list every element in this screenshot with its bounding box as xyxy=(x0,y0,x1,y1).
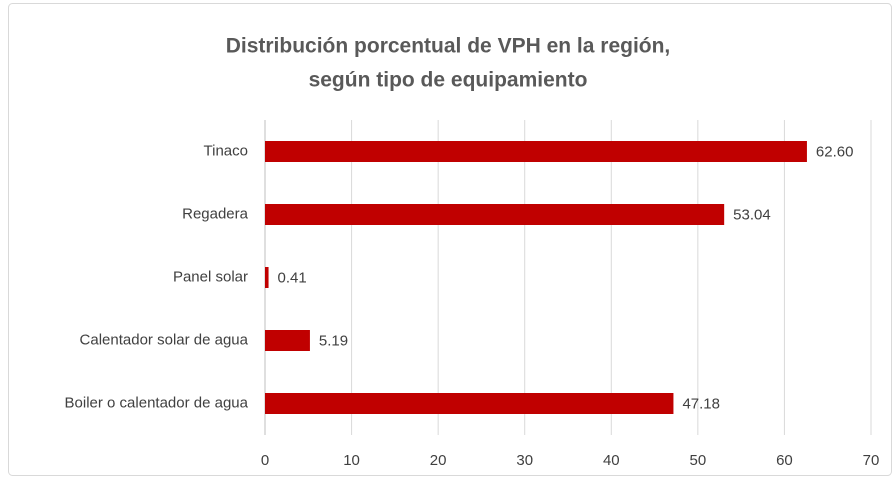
chart-title: según tipo de equipamiento xyxy=(309,69,588,92)
x-tick-label: 30 xyxy=(516,452,533,469)
y-tick-label: Panel solar xyxy=(173,268,248,285)
value-label: 47.18 xyxy=(682,395,720,412)
value-label: 53.04 xyxy=(733,206,771,223)
y-tick-label: Regadera xyxy=(182,205,249,222)
x-tick-label: 40 xyxy=(603,452,620,469)
y-tick-label: Calentador solar de agua xyxy=(80,331,249,348)
x-tick-label: 10 xyxy=(343,452,360,469)
x-tick-label: 0 xyxy=(261,452,269,469)
x-tick-label: 20 xyxy=(430,452,447,469)
bar xyxy=(265,393,674,414)
bar xyxy=(265,204,725,225)
bar xyxy=(265,141,807,162)
x-tick-label: 70 xyxy=(863,452,880,469)
value-label: 62.60 xyxy=(816,143,854,160)
bar xyxy=(265,267,269,288)
x-tick-label: 50 xyxy=(690,452,707,469)
bar xyxy=(265,330,310,351)
x-tick-label: 60 xyxy=(776,452,793,469)
y-tick-label: Tinaco xyxy=(204,142,248,159)
value-label: 5.19 xyxy=(319,332,348,349)
chart-title: Distribución porcentual de VPH en la reg… xyxy=(226,35,671,58)
value-label: 0.41 xyxy=(278,269,307,286)
chart-border xyxy=(8,3,892,476)
y-tick-label: Boiler o calentador de agua xyxy=(65,394,249,411)
